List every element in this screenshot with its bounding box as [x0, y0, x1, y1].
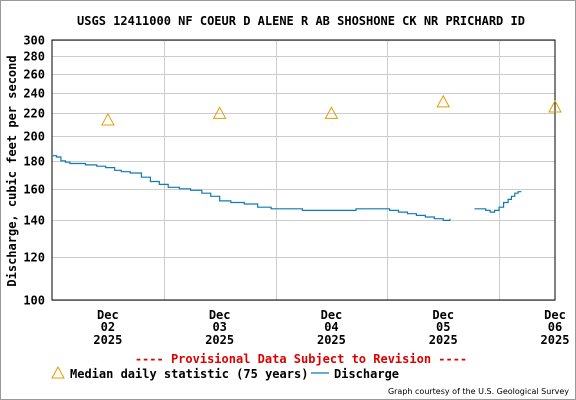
- y-axis-label: Discharge, cubic feet per second: [5, 55, 19, 286]
- x-tick-month: Dec: [432, 308, 454, 322]
- y-tick-labels: 100 120 140 160 180 200 220 240 260 280 300: [23, 34, 45, 308]
- grid-lines: [52, 40, 555, 301]
- median-marker: [324, 106, 339, 119]
- x-tick-month: Dec: [97, 308, 119, 322]
- y-tick-label: 160: [23, 183, 45, 197]
- x-tick-month: Dec: [209, 308, 231, 322]
- median-marker: [548, 99, 562, 113]
- discharge-line: [474, 191, 522, 213]
- x-tick-year: 2025: [205, 333, 234, 347]
- y-tick-label: 120: [23, 251, 45, 265]
- discharge-line: [52, 155, 451, 221]
- provisional-note: ---- Provisional Data Subject to Revisio…: [135, 352, 467, 366]
- x-tick-year: 2025: [317, 333, 346, 347]
- x-tick-year: 2025: [429, 333, 458, 347]
- x-tick-day: 06: [548, 320, 562, 334]
- y-tick-label: 100: [23, 294, 45, 308]
- median-marker: [101, 112, 115, 126]
- legend-median-marker: [51, 365, 65, 379]
- chart-title: USGS 12411000 NF COEUR D ALENE R AB SHOS…: [77, 14, 525, 28]
- y-tick-label: 180: [23, 155, 45, 169]
- legend-median-label: Median daily statistic (75 years): [70, 367, 308, 381]
- y-tick-label: 200: [23, 130, 45, 144]
- median-marker: [212, 106, 227, 119]
- x-tick-day: 02: [101, 320, 115, 334]
- x-tick-day: 03: [212, 320, 226, 334]
- y-tick-label: 240: [23, 87, 45, 101]
- median-markers: [101, 94, 562, 126]
- x-tick-month: Dec: [321, 308, 343, 322]
- credit-text: Graph courtesy of the U.S. Geological Su…: [388, 387, 569, 396]
- discharge-series: [52, 155, 522, 221]
- x-tick-month: Dec: [544, 308, 566, 322]
- x-tick-labels: Dec022025Dec032025Dec042025Dec052025Dec0…: [93, 308, 569, 347]
- x-tick-year: 2025: [541, 333, 570, 347]
- x-tick-day: 05: [436, 320, 450, 334]
- plot-area-border: [51, 39, 556, 301]
- y-tick-label: 280: [23, 50, 45, 64]
- y-tick-label: 300: [23, 34, 45, 48]
- y-tick-label: 140: [23, 214, 45, 228]
- y-tick-label: 220: [23, 107, 45, 121]
- x-tick-year: 2025: [93, 333, 122, 347]
- x-tick-day: 04: [324, 320, 338, 334]
- legend: Median daily statistic (75 years) Discha…: [51, 365, 399, 381]
- y-tick-label: 260: [23, 68, 45, 82]
- median-marker: [436, 94, 451, 108]
- legend-discharge-label: Discharge: [334, 367, 399, 381]
